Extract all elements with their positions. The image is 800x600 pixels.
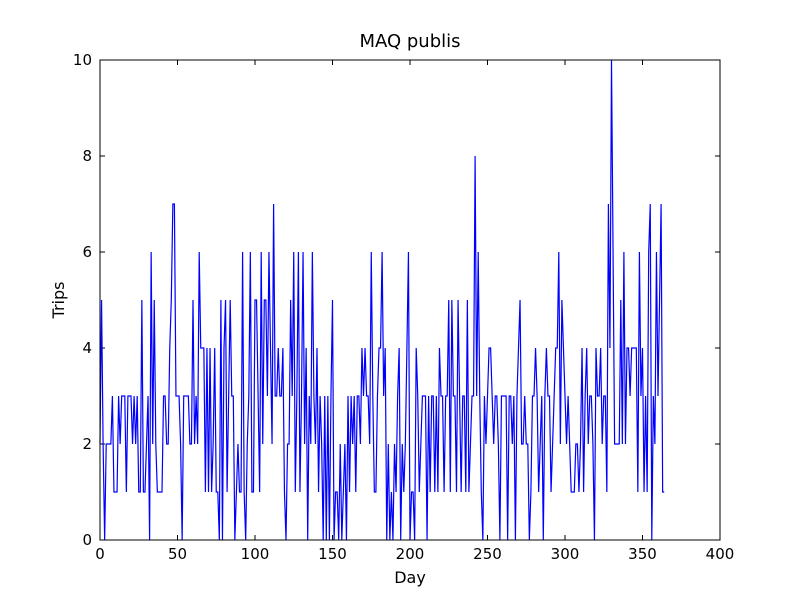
plot-area: 0 50 100 150 200 250 300 350 400 0 2 4 6 8 10 bbox=[73, 51, 734, 563]
y-axis-label: Trips bbox=[49, 282, 68, 320]
y-tick-label: 10 bbox=[73, 51, 92, 69]
plot-frame bbox=[99, 59, 721, 541]
x-axis-label: Day bbox=[394, 568, 426, 587]
chart-title: MAQ publis bbox=[359, 31, 460, 52]
y-tick-label: 8 bbox=[82, 147, 92, 165]
y-tick-label: 4 bbox=[82, 339, 92, 357]
y-tick-label: 6 bbox=[82, 243, 92, 261]
data-line bbox=[99, 59, 665, 541]
y-tick-label: 0 bbox=[82, 531, 92, 549]
x-tick-label: 150 bbox=[318, 545, 347, 563]
x-tick-label: 250 bbox=[473, 545, 502, 563]
x-tick-label: 200 bbox=[396, 545, 425, 563]
x-tick-label: 0 bbox=[95, 545, 105, 563]
x-tick-label: 400 bbox=[706, 545, 735, 563]
x-tick-label: 50 bbox=[168, 545, 187, 563]
x-tick-label: 350 bbox=[628, 545, 657, 563]
x-tick-label: 300 bbox=[551, 545, 580, 563]
y-tick-label: 2 bbox=[82, 435, 92, 453]
x-tick-label: 100 bbox=[241, 545, 270, 563]
